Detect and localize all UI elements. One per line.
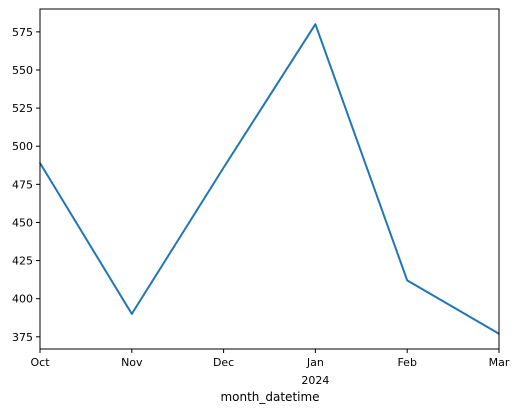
x-tick-sublabel: 2024 [301,374,329,387]
x-tick-label: Oct [30,356,50,369]
y-tick-label: 525 [12,102,33,115]
x-tick-label: Jan [306,356,324,369]
data-point [131,313,133,315]
plot-frame [39,8,500,350]
data-point [222,166,225,169]
y-tick-label: 375 [12,331,33,344]
y-tick-label: 500 [12,140,33,153]
y-tick-label: 475 [12,178,33,191]
y-tick-label: 550 [12,64,33,77]
y-tick-label: 575 [12,26,33,39]
y-tick-label: 450 [12,216,33,229]
x-axis-title: month_datetime [220,390,319,404]
plot-area [40,9,499,349]
y-axis: 375 400 425 450 475 500 525 550 575 [12,26,40,344]
x-tick-label: Feb [397,356,416,369]
data-point [406,279,409,282]
x-axis: Oct Nov Dec Jan 2024 Feb Mar [30,349,510,387]
series-line [39,23,500,335]
y-tick-label: 400 [12,293,33,306]
x-tick-label: Mar [489,356,510,369]
y-tick-label: 425 [12,255,33,268]
x-tick-label: Dec [213,356,234,369]
x-tick-label: Nov [121,356,143,369]
data-point [314,23,317,26]
